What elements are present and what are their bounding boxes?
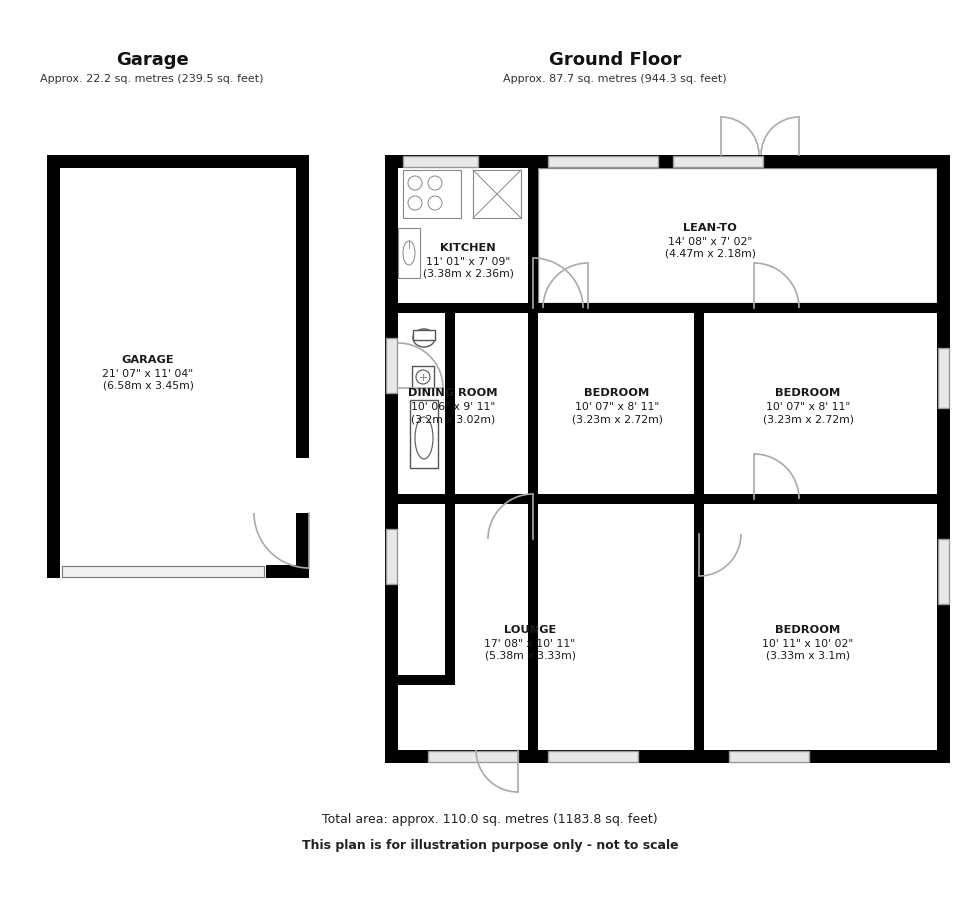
Ellipse shape [416,370,430,384]
Ellipse shape [415,417,433,459]
Bar [538,168,937,303]
Text: KITCHEN: KITCHEN [440,243,496,253]
Bar [398,675,450,685]
Text: GARAGE: GARAGE [122,355,174,365]
Circle shape [428,196,442,210]
Text: (6.58m x 3.45m): (6.58m x 3.45m) [103,381,193,391]
Bar [60,565,266,578]
Bar [386,338,397,393]
Bar [398,494,937,504]
Bar [385,155,950,168]
Bar [410,400,438,468]
Text: 17' 08" x 10' 11": 17' 08" x 10' 11" [484,639,575,649]
Bar [938,348,949,408]
Text: (3.38m x 2.36m): (3.38m x 2.36m) [422,269,514,279]
Text: 11' 01" x 7' 09": 11' 01" x 7' 09" [426,257,511,267]
Bar [729,751,809,762]
Text: BEDROOM: BEDROOM [775,625,841,635]
Bar [386,529,397,584]
Bar [428,751,518,762]
Bar [412,366,434,388]
Bar [60,168,296,565]
Circle shape [408,176,422,190]
Text: BEDROOM: BEDROOM [584,388,650,398]
Text: 21' 07" x 11' 04": 21' 07" x 11' 04" [103,369,194,379]
Bar [62,566,264,577]
Circle shape [428,176,442,190]
Text: Garage: Garage [116,51,188,69]
Text: 10' 07" x 8' 11": 10' 07" x 8' 11" [575,402,660,412]
Text: LOUNGE: LOUNGE [504,625,556,635]
Text: (4.47m x 2.18m): (4.47m x 2.18m) [664,249,756,259]
Bar [548,156,658,167]
Bar [385,750,950,763]
Text: (3.23m x 2.72m): (3.23m x 2.72m) [571,414,662,424]
Bar [403,156,478,167]
Text: Approx. 22.2 sq. metres (239.5 sq. feet): Approx. 22.2 sq. metres (239.5 sq. feet) [40,74,264,84]
Bar [528,168,538,750]
Bar [403,170,461,218]
Text: BEDROOM: BEDROOM [775,388,841,398]
Bar [398,303,937,313]
Text: (3.33m x 3.1m): (3.33m x 3.1m) [766,651,850,661]
Bar [938,539,949,604]
Bar [413,330,435,340]
Text: 14' 08" x 7' 02": 14' 08" x 7' 02" [668,237,752,247]
Text: LEAN-TO: LEAN-TO [683,223,737,233]
Text: 10' 07" x 8' 11": 10' 07" x 8' 11" [766,402,850,412]
Bar [47,155,309,578]
Bar [548,751,638,762]
Text: (5.38m x 3.33m): (5.38m x 3.33m) [484,651,575,661]
Bar [937,155,950,763]
Ellipse shape [403,241,415,265]
Bar [296,458,309,513]
Circle shape [408,196,422,210]
Text: Ground Floor: Ground Floor [549,51,681,69]
Bar [694,303,704,750]
Bar [385,155,398,763]
Text: (3.23m x 2.72m): (3.23m x 2.72m) [762,414,854,424]
Text: (3.2m x 3.02m): (3.2m x 3.02m) [411,414,495,424]
Bar [445,303,455,685]
Text: 10' 11" x 10' 02": 10' 11" x 10' 02" [762,639,854,649]
Bar [398,228,420,278]
Text: This plan is for illustration purpose only - not to scale: This plan is for illustration purpose on… [302,838,678,852]
Text: 10' 06" x 9' 11": 10' 06" x 9' 11" [411,402,495,412]
Text: DINING ROOM: DINING ROOM [409,388,498,398]
Text: Total area: approx. 110.0 sq. metres (1183.8 sq. feet): Total area: approx. 110.0 sq. metres (11… [322,814,658,826]
Ellipse shape [413,329,435,347]
Text: Approx. 87.7 sq. metres (944.3 sq. feet): Approx. 87.7 sq. metres (944.3 sq. feet) [503,74,727,84]
Bar [673,156,763,167]
Bar [473,170,521,218]
